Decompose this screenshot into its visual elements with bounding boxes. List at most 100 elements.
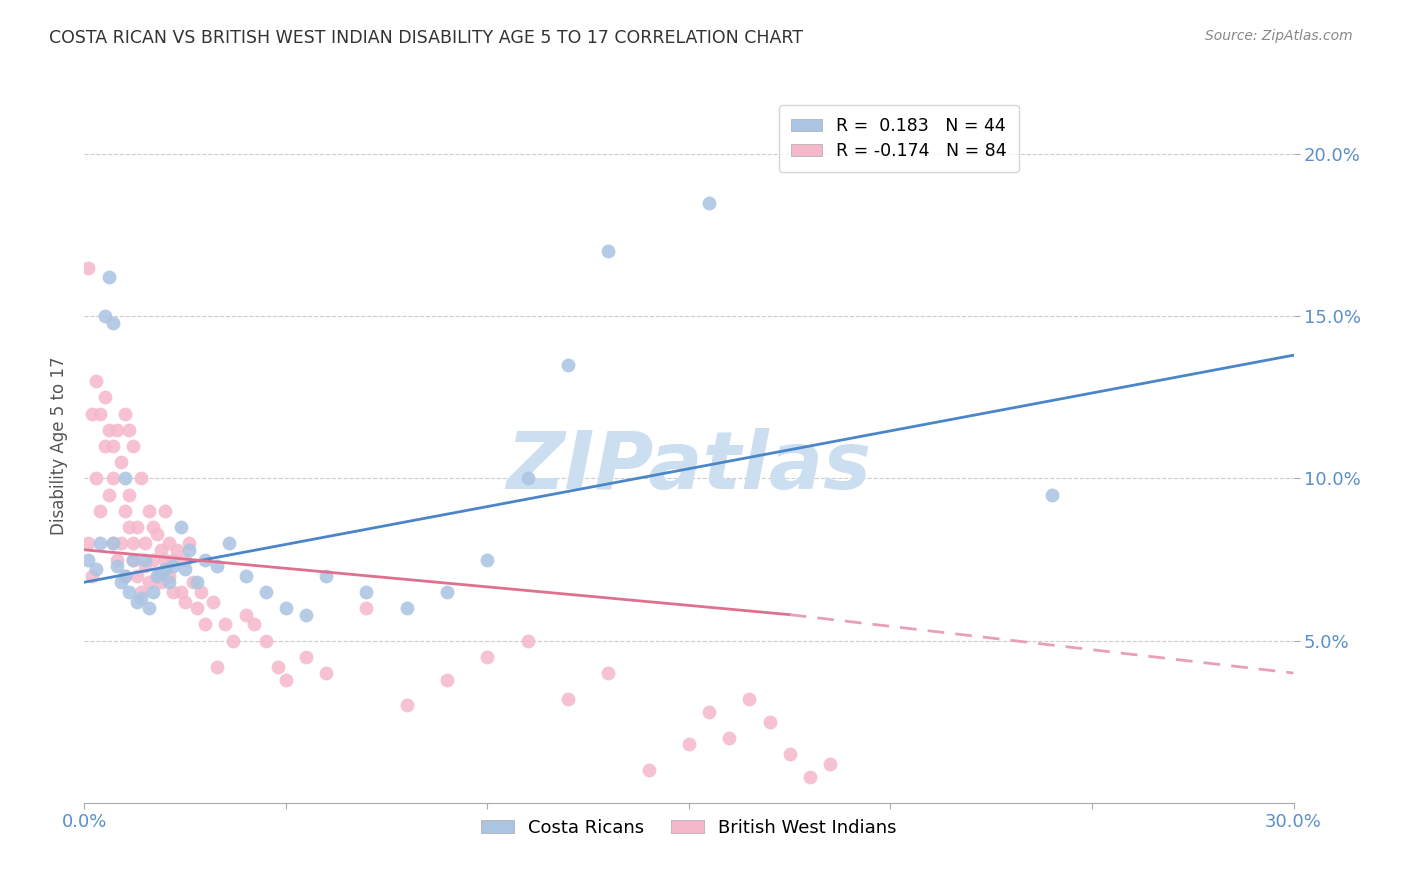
- Point: [254, 633, 277, 648]
- Point: [129, 585, 152, 599]
- Point: [89, 407, 111, 421]
- Point: [118, 488, 141, 502]
- Point: [114, 504, 136, 518]
- Point: [598, 666, 620, 681]
- Point: [114, 471, 136, 485]
- Point: [77, 536, 100, 550]
- Point: [157, 575, 180, 590]
- Point: [174, 562, 197, 576]
- Point: [86, 471, 108, 485]
- Point: [118, 585, 141, 599]
- Point: [516, 471, 538, 485]
- Point: [179, 536, 201, 550]
- Point: [138, 504, 160, 518]
- Point: [134, 536, 156, 550]
- Point: [162, 552, 184, 566]
- Point: [477, 552, 499, 566]
- Point: [97, 423, 120, 437]
- Point: [738, 692, 761, 706]
- Point: [86, 374, 108, 388]
- Point: [218, 536, 240, 550]
- Point: [149, 575, 172, 590]
- Point: [114, 568, 136, 582]
- Point: [110, 575, 132, 590]
- Point: [235, 568, 257, 582]
- Point: [170, 520, 193, 534]
- Point: [77, 260, 100, 275]
- Point: [356, 585, 378, 599]
- Point: [110, 536, 132, 550]
- Point: [1040, 488, 1063, 502]
- Point: [436, 585, 458, 599]
- Point: [105, 552, 128, 566]
- Point: [274, 673, 297, 687]
- Point: [149, 542, 172, 557]
- Point: [557, 692, 579, 706]
- Point: [82, 407, 104, 421]
- Point: [114, 568, 136, 582]
- Point: [267, 659, 290, 673]
- Point: [93, 439, 115, 453]
- Point: [166, 542, 188, 557]
- Point: [138, 601, 160, 615]
- Point: [138, 575, 160, 590]
- Point: [214, 617, 236, 632]
- Point: [557, 358, 579, 372]
- Point: [194, 552, 217, 566]
- Point: [110, 455, 132, 469]
- Point: [142, 520, 165, 534]
- Point: [162, 559, 184, 574]
- Point: [146, 526, 169, 541]
- Text: ZIPatlas: ZIPatlas: [506, 428, 872, 507]
- Point: [254, 585, 277, 599]
- Point: [718, 731, 741, 745]
- Point: [153, 562, 176, 576]
- Point: [121, 439, 143, 453]
- Point: [101, 536, 124, 550]
- Legend: Costa Ricans, British West Indians: Costa Ricans, British West Indians: [474, 812, 904, 844]
- Point: [235, 607, 257, 622]
- Point: [395, 698, 418, 713]
- Point: [818, 756, 841, 771]
- Point: [194, 617, 217, 632]
- Point: [315, 666, 337, 681]
- Point: [207, 659, 229, 673]
- Point: [149, 566, 172, 580]
- Point: [779, 747, 801, 761]
- Point: [142, 552, 165, 566]
- Point: [157, 568, 180, 582]
- Point: [395, 601, 418, 615]
- Point: [97, 488, 120, 502]
- Point: [134, 559, 156, 574]
- Point: [105, 423, 128, 437]
- Point: [101, 536, 124, 550]
- Point: [697, 195, 720, 210]
- Point: [146, 568, 169, 582]
- Point: [93, 310, 115, 324]
- Point: [89, 504, 111, 518]
- Point: [142, 585, 165, 599]
- Point: [101, 439, 124, 453]
- Point: [97, 270, 120, 285]
- Point: [125, 595, 148, 609]
- Point: [697, 705, 720, 719]
- Point: [222, 633, 245, 648]
- Text: Source: ZipAtlas.com: Source: ZipAtlas.com: [1205, 29, 1353, 44]
- Point: [799, 770, 821, 784]
- Point: [637, 764, 659, 778]
- Point: [598, 244, 620, 259]
- Point: [758, 714, 780, 729]
- Point: [356, 601, 378, 615]
- Point: [295, 649, 318, 664]
- Point: [134, 552, 156, 566]
- Point: [242, 617, 264, 632]
- Point: [121, 552, 143, 566]
- Point: [125, 568, 148, 582]
- Point: [157, 536, 180, 550]
- Point: [82, 568, 104, 582]
- Point: [129, 591, 152, 606]
- Point: [153, 552, 176, 566]
- Point: [121, 536, 143, 550]
- Point: [295, 607, 318, 622]
- Point: [181, 575, 204, 590]
